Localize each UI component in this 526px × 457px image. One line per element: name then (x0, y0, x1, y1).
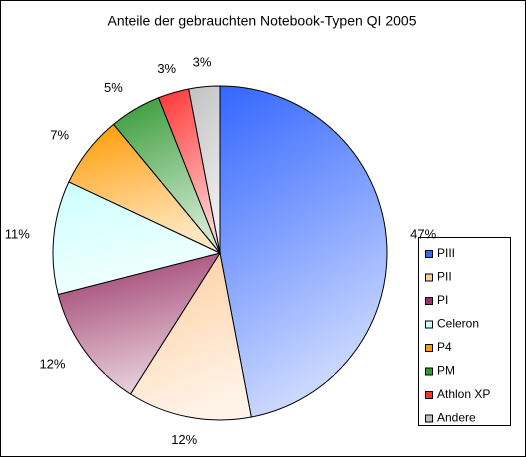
legend-swatch (425, 367, 433, 376)
data-label: 3% (193, 54, 212, 69)
data-label: 11% (5, 226, 30, 241)
data-label: 47% (410, 226, 436, 241)
legend-label: PI (437, 293, 448, 307)
legend-swatch (425, 273, 433, 282)
pie-slice (57, 252, 222, 395)
legend-swatch (425, 344, 433, 352)
data-label: 12% (39, 357, 65, 372)
legend-swatch (425, 414, 433, 423)
legend-swatch (425, 391, 433, 399)
legend-label: PII (437, 270, 452, 284)
legend-swatch (425, 320, 433, 329)
pie-slice (219, 85, 388, 418)
pie-slice (188, 85, 221, 254)
data-label: 3% (157, 61, 176, 76)
legend-box (418, 237, 511, 426)
chart-title: Anteile der gebrauchten Notebook-Typen Q… (108, 13, 417, 29)
pie-slice (129, 251, 252, 421)
data-label: 5% (104, 80, 123, 95)
legend-swatch (425, 250, 433, 258)
data-label: 7% (50, 127, 69, 142)
pie-slice (52, 181, 222, 296)
legend-label: PM (437, 364, 455, 378)
legend-label: PIII (437, 246, 455, 260)
legend-label: Celeron (437, 317, 479, 331)
legend-swatch (425, 297, 433, 305)
legend-label: Andere (437, 411, 476, 425)
data-label: 12% (171, 432, 197, 447)
legend-label: Athlon XP (437, 387, 490, 401)
legend-label: P4 (437, 340, 452, 354)
